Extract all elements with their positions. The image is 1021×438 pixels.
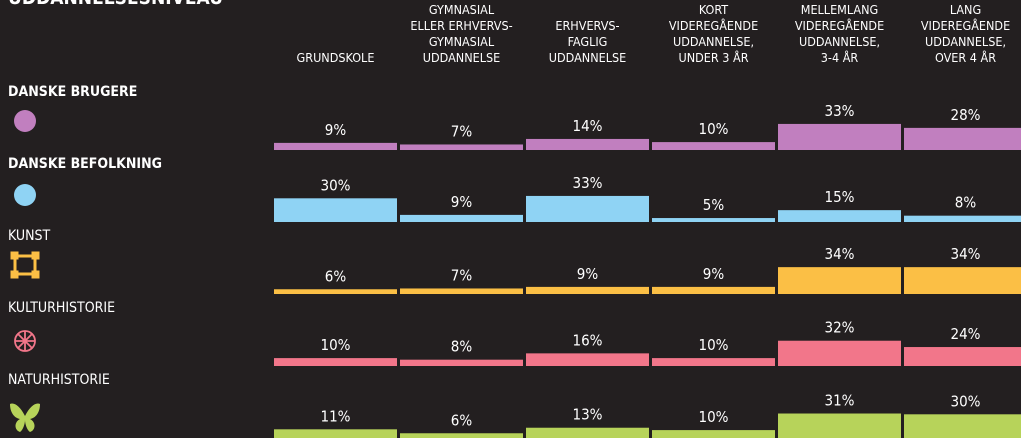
bar (400, 359, 523, 366)
value-label: 31% (825, 392, 855, 410)
row-label: DANSKE BRUGERE (8, 84, 137, 100)
value-label: 7% (451, 122, 473, 140)
value-label: 15% (825, 188, 855, 206)
bar (652, 142, 775, 150)
column-header: ERHVERVS- (555, 18, 619, 33)
bar (526, 195, 649, 222)
value-label: 34% (951, 245, 981, 263)
value-label: 10% (699, 408, 729, 426)
column-header: UDDANNELSE (549, 50, 626, 65)
bar (904, 347, 1021, 366)
value-label: 11% (321, 407, 351, 425)
bar (400, 144, 523, 150)
column-header: KORT (699, 2, 728, 17)
value-label: 6% (325, 267, 347, 285)
column-header: ELLER ERHVERVS- (410, 18, 512, 33)
column-header: VIDEREGÅENDE (795, 18, 884, 33)
value-label: 30% (951, 392, 981, 410)
row-label: KULTURHISTORIE (8, 300, 115, 316)
icon-circle (14, 184, 36, 206)
column-header: UDDANNELSE, (799, 34, 880, 49)
bar (526, 353, 649, 366)
row-label: NATURHISTORIE (8, 372, 110, 388)
value-label: 33% (573, 174, 603, 192)
bar (274, 429, 397, 438)
value-label: 10% (321, 336, 351, 354)
column-header: GYMNASIAL (429, 34, 495, 49)
value-label: 9% (325, 121, 347, 139)
value-label: 5% (703, 196, 725, 214)
column-header: 3-4 ÅR (821, 50, 859, 65)
bar (904, 414, 1021, 438)
bar (778, 413, 901, 438)
value-label: 28% (951, 106, 981, 124)
icon-frame (10, 251, 40, 279)
column-header: UDDANNELSE (423, 50, 500, 65)
icon-circle (14, 110, 36, 132)
bar (274, 358, 397, 366)
bar (274, 289, 397, 294)
bar (400, 433, 523, 438)
value-label: 24% (951, 325, 981, 343)
column-header: UDDANNELSE, (673, 34, 754, 49)
value-label: 32% (825, 319, 855, 337)
value-label: 6% (451, 411, 473, 429)
bar (778, 123, 901, 150)
column-header: UNDER 3 ÅR (678, 50, 748, 65)
bar (274, 142, 397, 150)
value-label: 9% (451, 193, 473, 211)
column-header: MELLEMLANG (801, 2, 879, 17)
bar (778, 340, 901, 366)
bar (778, 267, 901, 294)
column-header: UDDANNELSE, (925, 34, 1006, 49)
value-label: 10% (699, 336, 729, 354)
row-label: DANSKE BEFOLKNING (8, 156, 162, 172)
value-label: 9% (577, 265, 599, 283)
bar (652, 430, 775, 438)
column-header: VIDEREGÅENDE (669, 18, 758, 33)
bar (652, 218, 775, 222)
value-label: 16% (573, 331, 603, 349)
value-label: 8% (451, 338, 473, 356)
value-label: 14% (573, 117, 603, 135)
icons (10, 110, 40, 432)
column-header: LANG (950, 2, 981, 17)
column-header: FAGLIG (568, 34, 608, 49)
bar (400, 288, 523, 294)
bar (400, 214, 523, 222)
icon-wheel (14, 330, 36, 352)
bar (904, 215, 1021, 222)
chart-title: UDDANNELSESNIVEAU (8, 0, 223, 9)
value-label: 10% (699, 120, 729, 138)
icon-butterfly (10, 403, 40, 432)
bar (904, 267, 1021, 294)
value-label: 7% (451, 266, 473, 284)
value-label: 34% (825, 245, 855, 263)
column-header: OVER 4 ÅR (935, 50, 996, 65)
bar (274, 198, 397, 222)
value-label: 33% (825, 102, 855, 120)
column-header: GYMNASIAL (429, 2, 495, 17)
value-label: 9% (703, 265, 725, 283)
bar (778, 210, 901, 222)
bar (904, 127, 1021, 150)
bar (526, 138, 649, 150)
row-label: KUNST (8, 228, 51, 244)
column-header: VIDEREGÅENDE (921, 18, 1010, 33)
value-label: 8% (955, 194, 977, 212)
value-label: 30% (321, 176, 351, 194)
column-header: GRUNDSKOLE (297, 50, 375, 65)
bar (652, 358, 775, 366)
bar (526, 286, 649, 294)
bar (652, 286, 775, 294)
value-label: 13% (573, 406, 603, 424)
bar (526, 427, 649, 438)
